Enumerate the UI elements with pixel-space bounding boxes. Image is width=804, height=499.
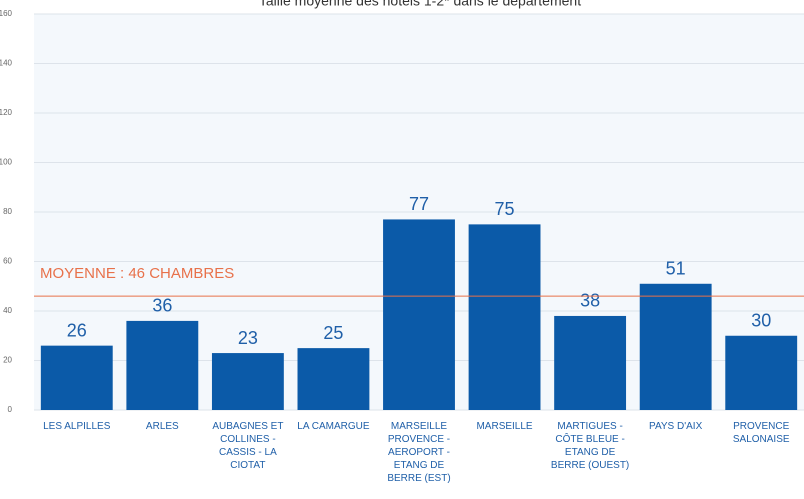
x-tick-label: PROVENCE SALONAISE xyxy=(732,421,790,445)
x-tick-label: PAYS D'AIX xyxy=(649,421,703,432)
y-tick-label: 160 xyxy=(0,9,13,18)
bar xyxy=(468,224,541,410)
y-tick-label: 80 xyxy=(3,207,12,216)
bar xyxy=(725,335,798,410)
y-tick-label: 40 xyxy=(3,306,12,315)
bar xyxy=(383,219,455,410)
x-tick-label: MARTIGUES - CÔTE BLEUE - ETANG DE BERRE … xyxy=(550,421,630,471)
value-label: 25 xyxy=(323,323,343,343)
bar xyxy=(297,348,370,410)
value-label: 75 xyxy=(495,199,515,219)
bar xyxy=(211,353,284,410)
value-label: 38 xyxy=(580,291,600,311)
value-label: 36 xyxy=(152,296,172,316)
x-tick-label: MARSEILLE xyxy=(476,421,533,432)
value-label: 26 xyxy=(67,320,87,340)
value-label: 77 xyxy=(409,194,429,214)
reference-label: MOYENNE : 46 CHAMBRES xyxy=(40,265,234,282)
x-tick-label: AUBAGNES ET COLLINES - CASSIS - LA CIOTA… xyxy=(212,421,284,471)
x-tick-label: LES ALPILLES xyxy=(43,421,111,432)
y-tick-label: 100 xyxy=(0,158,13,167)
bar xyxy=(126,320,199,410)
y-tick-label: 120 xyxy=(0,108,13,117)
y-tick-label: 0 xyxy=(8,405,13,414)
chart-title: Taille moyenne des hôtels 1-2* dans le d… xyxy=(259,0,581,9)
bar xyxy=(40,345,113,410)
value-label: 23 xyxy=(238,328,258,348)
y-tick-label: 60 xyxy=(3,257,12,266)
x-tick-label: ARLES xyxy=(145,421,179,432)
value-label: 30 xyxy=(751,311,771,331)
x-tick-label: LA CAMARGUE xyxy=(297,421,370,432)
value-label: 51 xyxy=(666,259,686,279)
y-tick-label: 20 xyxy=(3,356,12,365)
y-tick-label: 140 xyxy=(0,59,13,68)
bar xyxy=(554,315,627,410)
bar xyxy=(639,283,712,410)
x-tick-label: MARSEILLE PROVENCE - AEROPORT - ETANG DE… xyxy=(387,421,451,484)
